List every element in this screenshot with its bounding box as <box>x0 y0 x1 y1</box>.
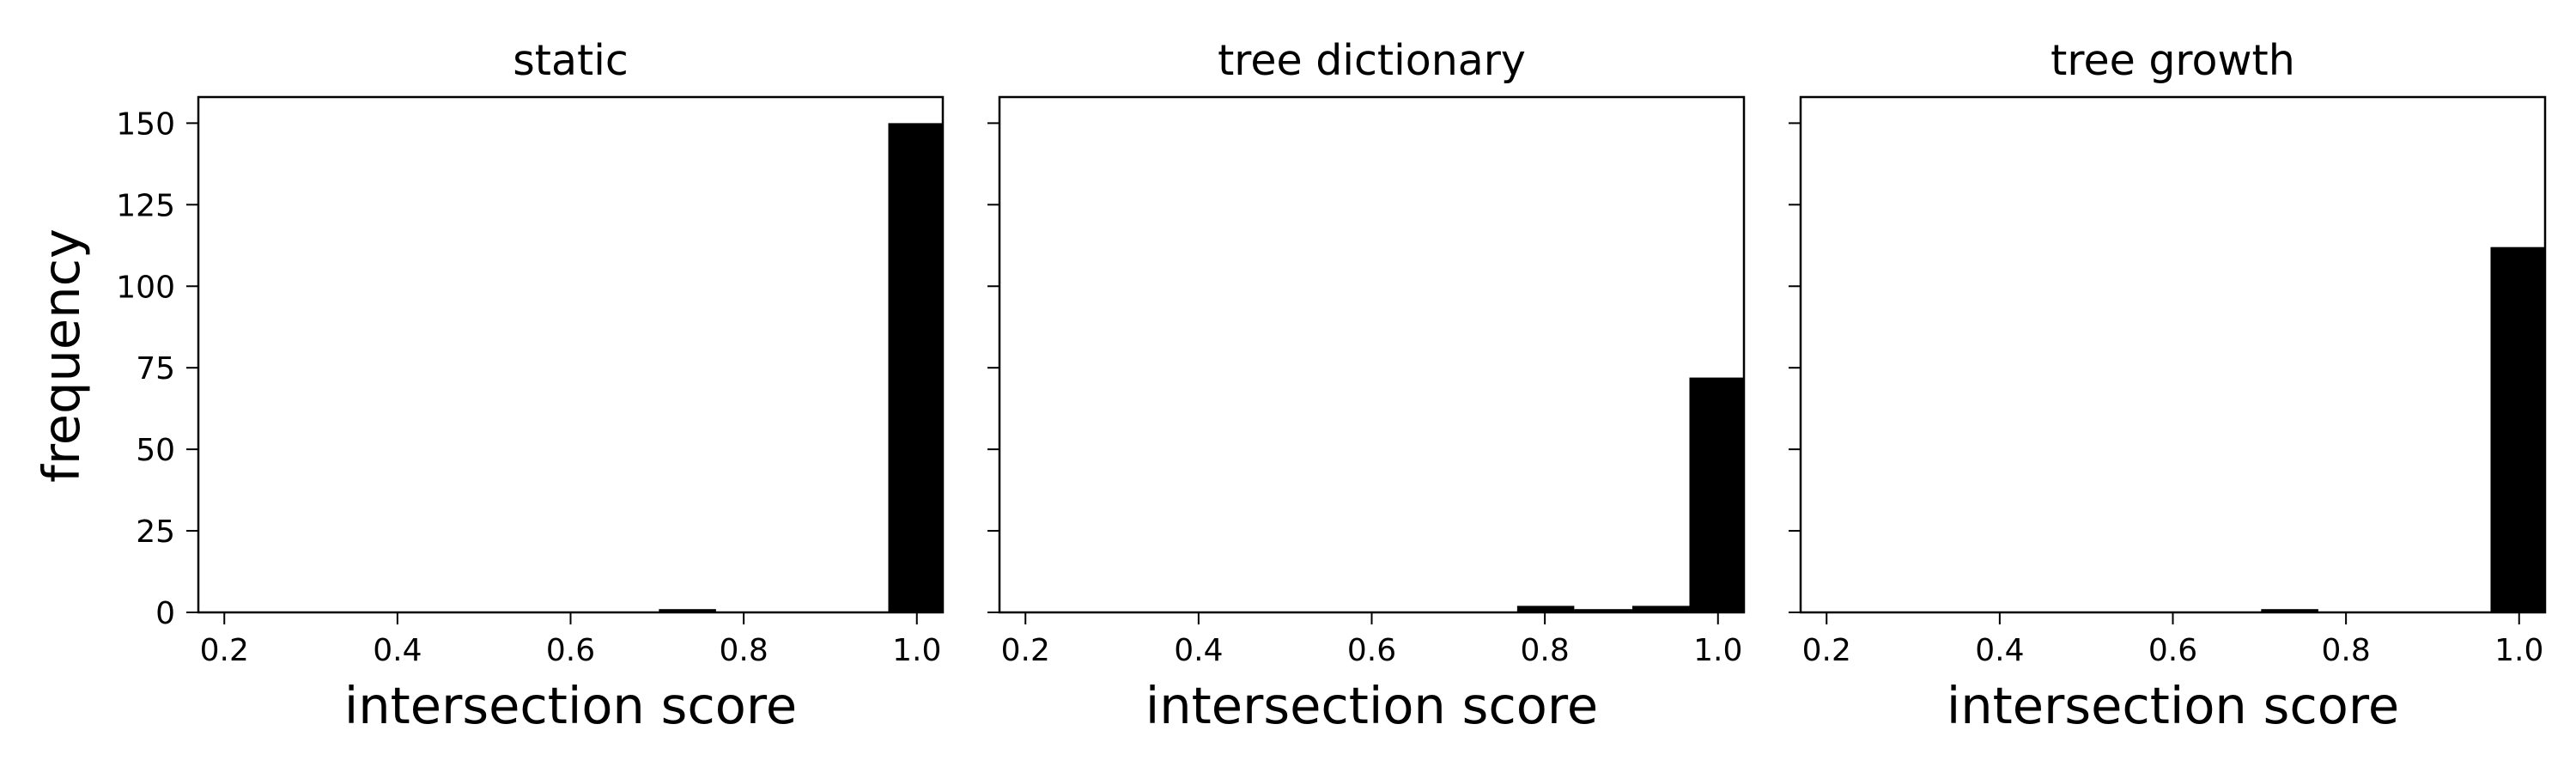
histogram-bar <box>1516 606 1575 612</box>
x-tick-label: 0.6 <box>2148 633 2197 668</box>
histogram-bar <box>2490 247 2545 612</box>
histogram-bars <box>2261 247 2545 612</box>
y-tick-label: 0 <box>155 596 175 631</box>
y-tick-label: 25 <box>136 514 175 550</box>
x-tick-label: 1.0 <box>892 633 941 668</box>
y-tick-label: 100 <box>116 270 175 305</box>
histogram-bar <box>1689 377 1744 612</box>
histogram-bar <box>1574 609 1632 612</box>
x-tick-label: 0.4 <box>1174 633 1223 668</box>
histogram-bar <box>888 123 943 612</box>
x-tick-label: 0.8 <box>2321 633 2370 668</box>
histogram-panels: 0.2 0.4 0.6 0.8 1.0 0 25 50 75 100 125 150 static int… <box>116 36 2547 735</box>
histogram-panel: 0.2 0.4 0.6 0.8 1.0 tree dictionary intersecti… <box>987 36 1746 735</box>
x-tick-label: 1.0 <box>1693 633 1742 668</box>
histogram-bar <box>659 609 716 612</box>
x-tick-label: 0.6 <box>1347 633 1396 668</box>
x-tick-label: 0.6 <box>546 633 595 668</box>
x-tick-label: 0.8 <box>719 633 768 668</box>
x-axis-label: intersection score <box>344 676 797 735</box>
y-tick-label: 75 <box>136 351 175 386</box>
panel-title: tree growth <box>2050 36 2295 85</box>
histogram-panel: 0.2 0.4 0.6 0.8 1.0 0 25 50 75 100 125 150 static int… <box>116 36 945 735</box>
histogram-bar <box>2261 609 2318 612</box>
x-tick-label: 0.2 <box>1001 633 1050 668</box>
panel-title: tree dictionary <box>1218 36 1526 85</box>
x-axis-label: intersection score <box>1145 676 1598 735</box>
histogram-panel: 0.2 0.4 0.6 0.8 1.0 tree growth intersection s… <box>1789 36 2547 735</box>
x-tick-label: 0.8 <box>1520 633 1569 668</box>
x-tick-label: 0.4 <box>373 633 422 668</box>
histogram-bar <box>1631 606 1690 612</box>
x-tick-label: 1.0 <box>2494 633 2543 668</box>
x-tick-label: 0.2 <box>1802 633 1851 668</box>
y-tick-label: 50 <box>136 433 175 468</box>
x-tick-label: 0.4 <box>1975 633 2024 668</box>
y-axis-label: frequency <box>32 228 91 483</box>
y-tick-label: 125 <box>116 188 175 223</box>
y-tick-label: 150 <box>116 107 175 142</box>
x-tick-label: 0.2 <box>200 633 249 668</box>
x-axis-label: intersection score <box>1947 676 2399 735</box>
histogram-bars <box>1516 377 1744 612</box>
histogram-bars <box>659 123 943 612</box>
panel-title: static <box>513 36 629 85</box>
